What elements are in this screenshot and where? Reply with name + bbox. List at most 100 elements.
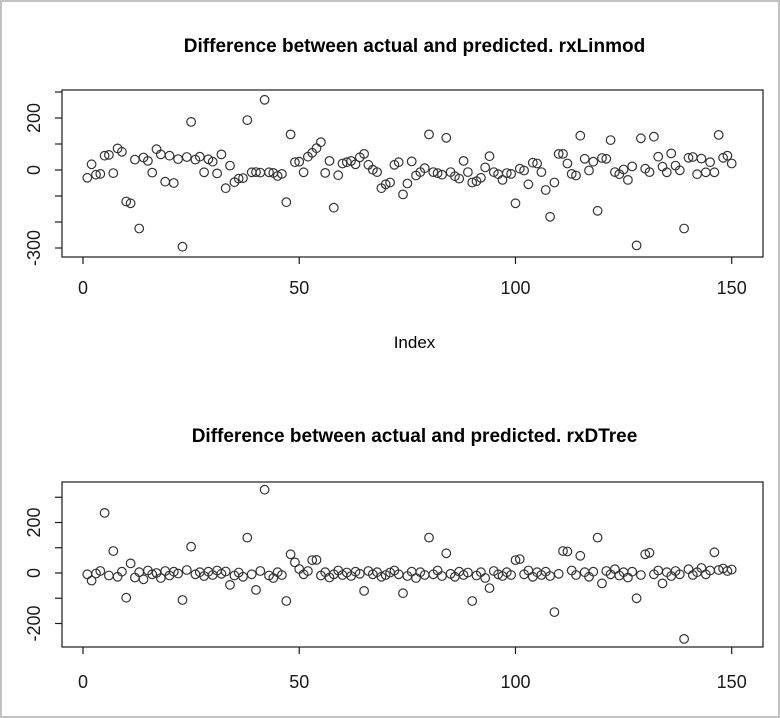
data-point	[696, 153, 707, 164]
data-point	[674, 165, 685, 176]
data-point	[251, 167, 261, 178]
data-point	[82, 172, 93, 183]
data-point	[454, 173, 465, 184]
data-point	[722, 150, 733, 161]
data-point	[549, 177, 560, 188]
data-point	[657, 578, 668, 589]
data-point	[510, 555, 521, 565]
data-point	[610, 167, 620, 178]
data-point	[605, 135, 616, 146]
data-point	[571, 570, 581, 580]
data-point	[376, 571, 387, 582]
data-point	[320, 167, 331, 178]
data-point	[216, 149, 227, 160]
data-point	[562, 546, 573, 557]
data-point	[679, 223, 689, 234]
data-point	[285, 129, 296, 140]
data-point	[501, 168, 512, 179]
data-point	[238, 571, 248, 582]
data-point	[91, 169, 101, 180]
data-point	[259, 484, 270, 495]
data-point	[514, 554, 525, 564]
data-point	[298, 167, 309, 178]
data-point	[173, 568, 184, 579]
data-point	[722, 566, 733, 576]
data-point	[601, 153, 612, 164]
data-point	[359, 586, 370, 596]
data-point	[588, 156, 599, 167]
data-point	[103, 570, 114, 581]
data-point	[437, 571, 447, 581]
data-point	[307, 555, 318, 565]
x-tick-label: 50	[289, 278, 309, 298]
data-point	[207, 156, 218, 167]
y-tick-label: -200	[24, 605, 44, 641]
data-point	[82, 569, 93, 580]
data-point	[99, 150, 110, 161]
data-point	[168, 178, 179, 188]
data-point	[497, 174, 508, 185]
x-tick-label: 0	[78, 278, 88, 298]
data-point	[441, 132, 452, 143]
data-point	[627, 566, 638, 577]
data-point	[129, 154, 140, 165]
data-point	[514, 163, 525, 174]
data-point	[644, 547, 655, 558]
data-point	[173, 154, 184, 165]
data-point	[549, 607, 560, 617]
data-point	[424, 532, 434, 543]
data-point	[636, 133, 646, 144]
data-point	[484, 151, 495, 162]
plot-box	[61, 481, 764, 648]
data-point	[631, 593, 642, 604]
data-point	[147, 167, 158, 178]
data-point	[709, 167, 720, 178]
data-point	[402, 178, 413, 189]
data-point	[597, 153, 607, 163]
data-point	[726, 564, 737, 575]
data-point	[164, 150, 175, 161]
data-point	[649, 131, 659, 142]
data-point	[540, 185, 551, 195]
data-point	[277, 168, 287, 179]
data-point	[683, 152, 694, 163]
data-point	[290, 157, 300, 168]
data-point	[661, 167, 672, 178]
data-point	[398, 189, 408, 200]
data-point	[575, 130, 586, 141]
data-point	[709, 547, 720, 558]
data-point	[545, 211, 555, 222]
data-point	[380, 179, 391, 190]
data-point	[393, 157, 404, 168]
data-point	[225, 580, 235, 590]
data-point	[350, 159, 361, 170]
data-point	[311, 555, 322, 565]
x-tick-label: 150	[717, 672, 747, 692]
data-point	[251, 585, 261, 595]
data-point	[575, 550, 586, 561]
data-point	[147, 569, 158, 580]
data-point	[506, 570, 517, 580]
data-point	[316, 137, 326, 148]
data-point	[640, 549, 651, 560]
y-tick-label: -300	[24, 230, 44, 266]
data-point	[411, 573, 421, 583]
data-point	[510, 198, 521, 209]
data-point	[480, 162, 491, 173]
data-point	[324, 155, 335, 166]
data-point	[99, 508, 110, 518]
chart-title-rxlinmod: Difference between actual and predicted.…	[183, 36, 646, 57]
y-tick-label: 0	[24, 165, 44, 175]
x-tick-label: 0	[78, 672, 88, 692]
data-point	[424, 129, 434, 140]
x-axis-label-index: Index	[393, 333, 436, 352]
data-point	[246, 569, 257, 580]
data-point	[467, 177, 478, 188]
data-point	[527, 157, 538, 168]
x-tick-label: 150	[717, 278, 747, 298]
data-point	[683, 564, 694, 575]
data-point	[484, 583, 495, 593]
data-point	[220, 566, 231, 577]
